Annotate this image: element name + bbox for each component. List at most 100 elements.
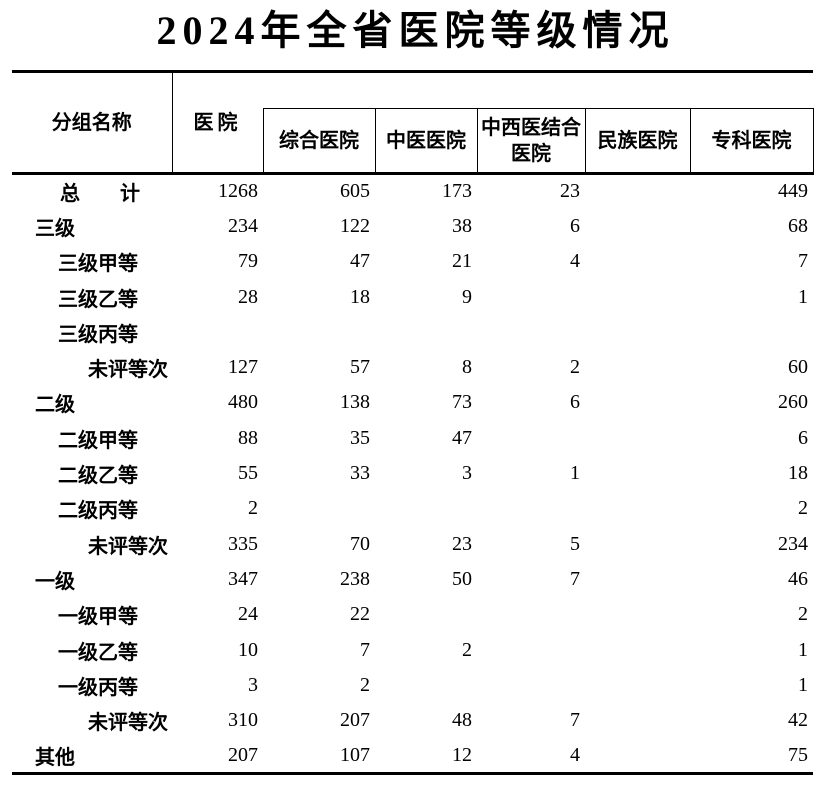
row-label: 三级甲等 [58,253,138,276]
value-cell: 75 [788,743,808,766]
value-cell: 68 [788,214,808,237]
value-cell [263,491,375,526]
value-cell: 60 [788,356,808,379]
value-cell: 70 [350,532,370,555]
row-label: 一级丙等 [58,676,138,699]
page-title: 2024年全省医院等级情况 [156,8,675,53]
col-header-general-hospital: 综合医院 [262,108,375,174]
value-cell: 33 [350,462,370,485]
value-cell: 4 [570,743,580,766]
value-cell: 35 [350,426,370,449]
row-label: 二级 [35,394,75,417]
value-cell [477,421,585,456]
col-header-ethnic-hospital: 民族医院 [584,108,690,174]
row-label: 二级乙等 [58,465,138,488]
table-body: 总 计 1268 605 173 23 449 三级 234 122 38 6 68 三级甲等 79 47 2… [12,174,813,774]
value-cell: 2 [798,497,808,520]
col-header-specialized-hospital: 专科医院 [689,108,814,174]
value-cell: 234 [228,214,258,237]
value-cell: 50 [452,567,472,590]
value-cell: 5 [570,532,580,555]
table-row: 三级乙等 28 18 9 1 [12,279,813,314]
value-cell: 2 [248,497,258,520]
value-cell: 1 [798,285,808,308]
header-row-top: 分组名称 医院 [12,71,813,174]
table-row: 二级丙等 2 2 [12,491,813,526]
table-row: 二级乙等 55 33 3 1 18 [12,456,813,491]
value-cell: 73 [452,391,472,414]
col-header-tcm-hospital: 中医医院 [374,108,477,174]
value-cell [172,315,263,350]
value-cell [585,244,690,279]
hospital-grade-table: 分组名称 医院 综合医院 中医医院 中西医结合医院 民族医院 专科医院 总 计 1… [12,70,814,776]
value-cell [585,738,690,773]
value-cell: 42 [788,709,808,732]
table-row: 一级丙等 3 2 1 [12,668,813,703]
value-cell [585,315,690,350]
value-cell: 2 [570,356,580,379]
value-cell [585,632,690,667]
value-cell: 7 [570,709,580,732]
value-cell: 24 [238,603,258,626]
value-cell: 23 [452,532,472,555]
table-row: 三级甲等 79 47 21 4 7 [12,244,813,279]
col-header-group-name: 分组名称 [12,71,173,174]
value-cell [585,491,690,526]
row-label: 一级甲等 [58,606,138,629]
value-cell [585,279,690,314]
value-cell: 22 [350,603,370,626]
value-cell: 260 [778,391,808,414]
row-label: 未评等次 [88,712,168,735]
table-row: 二级甲等 88 35 47 6 [12,421,813,456]
row-label: 一级 [35,570,75,593]
value-cell [477,315,585,350]
value-cell: 1268 [218,180,258,203]
value-cell: 122 [340,214,370,237]
row-label: 二级甲等 [58,429,138,452]
value-cell: 18 [788,462,808,485]
value-cell: 3 [462,462,472,485]
table-row: 未评等次 127 57 8 2 60 [12,350,813,385]
table-row: 总 计 1268 605 173 23 449 [12,174,813,209]
table-header: 分组名称 医院 综合医院 中医医院 中西医结合医院 民族医院 专科医院 [12,71,814,174]
value-cell [375,668,477,703]
value-cell: 12 [452,743,472,766]
value-cell [585,209,690,244]
value-cell [477,597,585,632]
value-cell: 480 [228,391,258,414]
value-cell: 21 [452,250,472,273]
table-row: 未评等次 335 70 23 5 234 [12,526,813,561]
row-label: 三级丙等 [58,323,138,346]
value-cell: 1 [798,638,808,661]
value-cell: 7 [360,638,370,661]
value-cell: 335 [228,532,258,555]
row-label: 其他 [35,746,75,769]
value-cell: 9 [462,285,472,308]
value-cell: 207 [228,743,258,766]
value-cell [690,315,813,350]
value-cell: 6 [798,426,808,449]
row-label: 未评等次 [88,535,168,558]
value-cell [585,562,690,597]
table-row: 一级甲等 24 22 2 [12,597,813,632]
value-cell: 8 [462,356,472,379]
value-cell: 347 [228,567,258,590]
value-cell: 18 [350,285,370,308]
value-cell [585,703,690,738]
value-cell: 57 [350,356,370,379]
value-cell: 6 [570,214,580,237]
value-cell: 310 [228,709,258,732]
value-cell: 2 [462,638,472,661]
value-cell [585,174,690,209]
value-cell [477,632,585,667]
value-cell [585,385,690,420]
col-header-integrated-hospital: 中西医结合医院 [476,108,585,174]
value-cell [375,597,477,632]
table-row: 三级丙等 [12,315,813,350]
value-cell: 10 [238,638,258,661]
header-row-sub: 综合医院 中医医院 中西医结合医院 民族医院 专科医院 [12,108,814,174]
value-cell: 48 [452,709,472,732]
value-cell [477,668,585,703]
value-cell: 207 [340,709,370,732]
